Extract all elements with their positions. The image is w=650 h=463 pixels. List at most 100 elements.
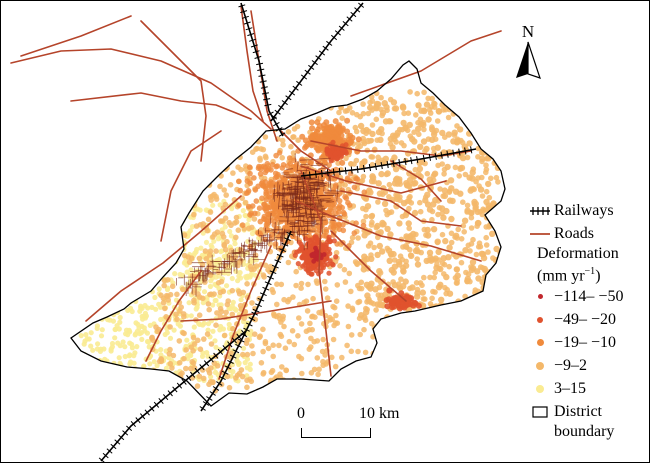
deformation-point (324, 239, 330, 245)
deformation-point (278, 281, 285, 288)
deformation-point (334, 90, 341, 96)
deformation-point (247, 180, 253, 187)
deformation-point (241, 107, 248, 114)
deformation-point (161, 277, 168, 284)
deformation-point (375, 199, 381, 205)
urban-street-line (323, 192, 340, 194)
deformation-point (387, 135, 394, 143)
district-label-line1: District (554, 403, 602, 421)
deformation-point (228, 350, 234, 357)
deformation-point (495, 122, 502, 129)
deformation-point (379, 109, 387, 117)
deformation-point (164, 161, 170, 167)
deformation-point (147, 273, 153, 280)
deformation-point (164, 141, 171, 148)
deformation-point (218, 134, 224, 140)
deformation-point (445, 377, 452, 383)
scale-end-label: 10 km (359, 405, 400, 422)
deformation-point (443, 375, 449, 382)
deformation-point (155, 180, 162, 187)
deformation-point (250, 350, 256, 357)
deformation-point (415, 343, 422, 350)
deformation-point (79, 313, 85, 319)
deformation-point (107, 268, 113, 274)
deformation-point (423, 314, 429, 321)
deformation-point (386, 257, 393, 264)
deformation-point (183, 201, 189, 207)
deformation-point (149, 109, 156, 116)
deformation-point (160, 178, 167, 185)
deformation-point (226, 102, 233, 109)
deformation-points (78, 88, 505, 394)
deformation-point (145, 339, 152, 345)
deformation-point (414, 90, 421, 97)
deformation-point (240, 351, 246, 358)
deformation-point (127, 376, 133, 382)
deformation-point (128, 305, 134, 311)
deformation-point (461, 143, 468, 150)
deformation-point (459, 386, 466, 392)
deformation-point (479, 211, 486, 218)
deformation-point (455, 226, 462, 233)
deformation-point (135, 285, 141, 291)
deformation-point (183, 200, 189, 206)
deformation-point (88, 276, 95, 283)
deformation-point (158, 205, 164, 212)
deformation-point (413, 314, 420, 322)
deformation-point (253, 146, 259, 152)
deformation-point (95, 341, 101, 347)
deformation-point (175, 88, 182, 94)
deformation-point (161, 282, 167, 289)
deformation-point (500, 158, 505, 165)
deformation-point (392, 361, 399, 367)
deformation-point (429, 126, 436, 133)
deformation-point (483, 188, 490, 195)
deformation-point (157, 207, 163, 213)
deformation-point (423, 379, 429, 385)
deformation-point (439, 129, 446, 137)
deformation-point (228, 222, 234, 229)
deformation-point (344, 117, 351, 124)
deformation-point (495, 179, 501, 185)
deformation-point (393, 203, 400, 210)
deformation-point (262, 340, 269, 347)
deformation-point (384, 319, 391, 326)
deformation-point (370, 370, 377, 376)
deformation-point (489, 322, 495, 329)
deformation-point (292, 252, 298, 258)
deformation-point (258, 360, 265, 366)
deformation-point (466, 109, 473, 115)
deformation-point (424, 201, 432, 208)
deformation-point (170, 239, 176, 245)
deformation-point (227, 132, 233, 139)
deformation-point (433, 264, 440, 271)
deformation-point (332, 381, 339, 388)
deformation-point (456, 386, 463, 393)
deformation-point (168, 244, 175, 250)
deformation-point (373, 307, 379, 313)
deformation-point (342, 279, 349, 285)
deformation-point (376, 335, 382, 342)
deformation-point (459, 154, 467, 162)
deformation-point (400, 119, 407, 127)
deformation-point (444, 163, 451, 171)
deformation-point (459, 93, 466, 99)
deformation-point (119, 291, 126, 297)
deformation-point (266, 188, 272, 195)
deformation-point (309, 313, 316, 320)
deformation-point (206, 260, 213, 266)
scale-start-label: 0 (297, 405, 305, 422)
deformation-point (347, 170, 354, 177)
deformation-point (167, 324, 173, 330)
deformation-point (441, 171, 447, 177)
deformation-point (150, 201, 156, 208)
deformation-point (358, 312, 365, 319)
deformation-point (468, 225, 475, 231)
deformation-point (94, 369, 100, 376)
deformation-point (367, 240, 374, 246)
deformation-point (439, 260, 446, 267)
deformation-point (159, 127, 166, 134)
deformation-point (493, 245, 500, 253)
deformation-point (341, 137, 347, 144)
deformation-point (484, 340, 490, 347)
